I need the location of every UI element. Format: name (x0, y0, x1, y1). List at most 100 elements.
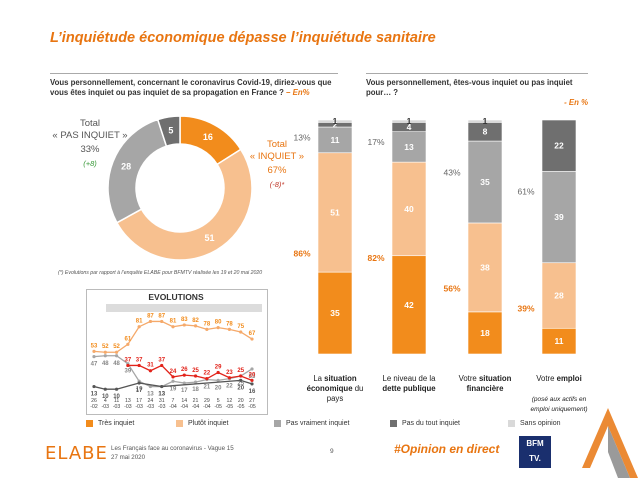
evolution-x-label: 7 -04 (167, 398, 179, 410)
evolution-point (137, 363, 141, 368)
evolution-x-label-part: -05 (214, 404, 222, 410)
evolution-point-label: 82 (192, 318, 199, 324)
evolution-point (239, 330, 243, 334)
evolution-point (239, 374, 243, 378)
evolution-point-label: 13 (158, 392, 165, 398)
evolution-x-label-part: -03 (112, 404, 121, 410)
page-number: 9 (330, 448, 334, 455)
bar-segment-label: 13 (404, 142, 414, 152)
evolution-x-label: 5 -05 (212, 398, 224, 410)
bar-segment-label: 18 (480, 328, 490, 338)
evolution-x-label-part: 21 (192, 398, 199, 404)
evolution-point (250, 382, 254, 386)
evolution-point (193, 324, 198, 328)
evolution-point (103, 350, 107, 354)
bar-category-label-part: situation (478, 374, 512, 383)
evolution-point-label: 13 (158, 392, 165, 398)
bar-segment (467, 311, 503, 355)
question-left-text: Vous personnellement, concernant le coro… (50, 78, 332, 97)
evolution-x-label-part: -04 (191, 404, 200, 410)
evolution-point (171, 325, 175, 329)
evolution-point (126, 342, 130, 346)
evolution-point (160, 363, 164, 368)
evolution-x-label-part: 31 (158, 398, 165, 404)
legend-label: Plutôt inquiet (188, 420, 229, 427)
evolution-point-label: 23 (226, 370, 233, 376)
donut-slice-label: 51 (205, 233, 215, 243)
evolution-point (216, 326, 220, 330)
decorative-triangle-icon (582, 408, 638, 478)
footer-text: Les Français face au coronavirus - Vague… (111, 444, 234, 462)
evolution-x-label-part: 29 (203, 398, 210, 404)
evolution-x-label-part: -03 (146, 404, 155, 410)
evolution-x-label-part: 12 (226, 398, 233, 404)
evolution-point-label: 87 (158, 313, 165, 319)
evolution-x-label-part: -05 (236, 404, 245, 410)
total-pas-inquiet-line1: Total (79, 118, 101, 129)
evolution-point-label: 19 (136, 386, 143, 392)
bar-segment-label: 38 (480, 262, 490, 272)
bar-total-pas-inquiet: 61% (517, 186, 534, 196)
bar-segment-label: 51 (330, 207, 340, 217)
question-right-unit: - En % (564, 98, 588, 107)
evolution-point-label: 25 (192, 368, 199, 374)
evolution-x-label: 20 -05 (235, 398, 247, 410)
bar-total-pas-inquiet: 17% (367, 137, 384, 147)
bar-total-inquiet: 82% (367, 253, 384, 263)
evolution-point (182, 323, 186, 327)
evolution-x-label-part: 13 (124, 398, 131, 404)
evolution-point-label: 18 (192, 387, 199, 393)
evolution-point-label: 37 (136, 357, 143, 363)
evolution-point-label: 81 (136, 319, 143, 325)
evolution-x-label-part: -04 (203, 404, 211, 410)
bar-segment (467, 222, 503, 313)
question-left-unit: – En% (283, 88, 310, 97)
evolution-point (126, 363, 130, 368)
total-pas-inquiet-label: Total « PAS INQUIET » 33% (+8) (52, 118, 128, 170)
evolution-point (137, 381, 141, 385)
evolution-x-label: 14 -04 (178, 398, 190, 410)
bar-total-pas-inquiet: 13% (293, 133, 310, 143)
bar-segment (391, 161, 427, 257)
evolution-point (193, 374, 198, 378)
evolution-x-label-part: 17 (136, 398, 143, 404)
evolution-point-label: 19 (170, 386, 177, 392)
evolution-point (205, 327, 209, 331)
evolution-point (114, 387, 119, 391)
evolution-point-label: 53 (91, 343, 98, 349)
bar-segment-label: 8 (483, 127, 488, 137)
legend-swatch (274, 420, 281, 427)
total-pas-inquiet-line2: « PAS INQUIET » (52, 130, 128, 141)
evolution-x-label: 31 -03 (156, 398, 168, 410)
bar-segment-label: 1 (407, 116, 412, 126)
evolution-point-label: 24 (170, 369, 177, 375)
donut-slice (115, 148, 253, 261)
evolution-point-label: 31 (147, 363, 154, 369)
evolution-point-label: 13 (147, 392, 154, 398)
bar-segment-label: 11 (555, 336, 564, 346)
bar-category-label-part: situation (324, 374, 357, 383)
legend-swatch (86, 420, 93, 427)
evolution-point (92, 349, 96, 353)
evolution-point-label: 87 (147, 313, 154, 319)
evolution-x-label-part: -03 (157, 404, 166, 410)
evolution-point (148, 384, 153, 389)
total-inquiet-label: Total « INQUIET » 67% (-8)* (242, 139, 312, 191)
evolution-x-label: 13 -03 (122, 398, 134, 410)
evolution-point-label: 20 (215, 385, 222, 391)
evolution-x-label-part: -04 (180, 404, 189, 410)
evolution-x-label: 26 -02 (88, 398, 100, 410)
evolution-x-label-part: -03 (124, 404, 132, 410)
evolution-point (92, 355, 96, 359)
evolution-point (250, 337, 254, 341)
evolution-point-label: 47 (91, 362, 98, 368)
evolution-x-label-part: 14 (181, 398, 188, 404)
evolution-point-label: 22 (204, 371, 211, 377)
bar-category-label-part: pays (326, 394, 344, 403)
evolution-x-label-part: -03 (135, 404, 143, 410)
bar-segment (391, 119, 427, 123)
evolution-point-label: 13 (91, 392, 98, 398)
evolution-point-label: 10 (113, 394, 120, 400)
total-pas-inquiet-pct: 33% (80, 144, 100, 155)
